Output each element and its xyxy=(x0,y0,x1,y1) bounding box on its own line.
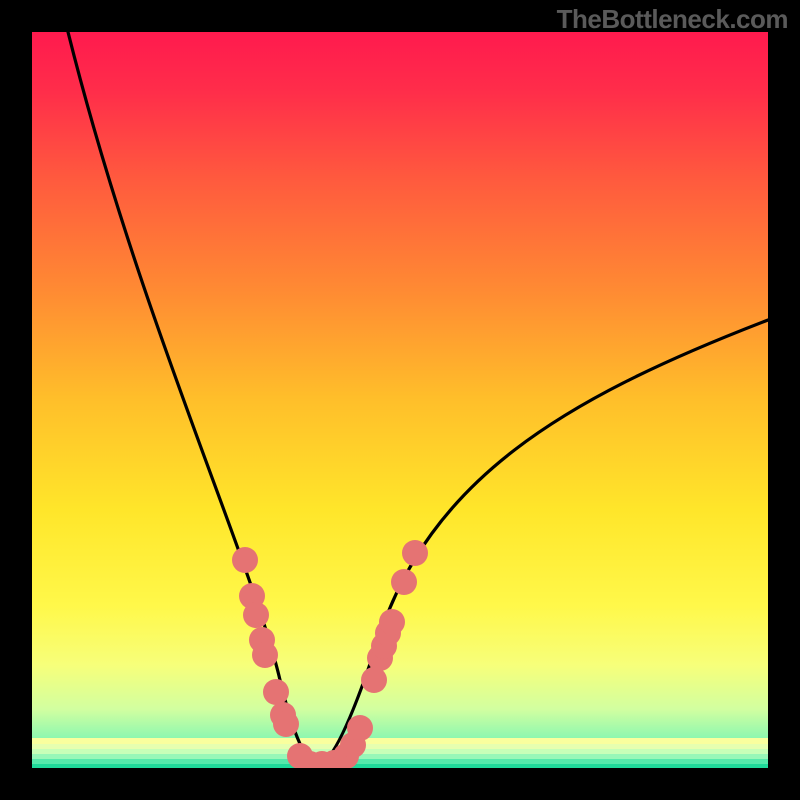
marker-dot xyxy=(252,642,278,668)
bottom-color-band xyxy=(32,738,768,768)
gradient-background xyxy=(32,32,768,768)
marker-dot xyxy=(361,667,387,693)
marker-dot xyxy=(243,602,269,628)
marker-dot xyxy=(402,540,428,566)
marker-dot xyxy=(232,547,258,573)
marker-dot xyxy=(273,711,299,737)
bottleneck-chart-svg xyxy=(0,0,800,800)
chart-frame: TheBottleneck.com xyxy=(0,0,800,800)
marker-dot xyxy=(391,569,417,595)
marker-dot xyxy=(347,715,373,741)
marker-dot xyxy=(379,609,405,635)
watermark-text: TheBottleneck.com xyxy=(557,4,788,35)
marker-dot xyxy=(263,679,289,705)
